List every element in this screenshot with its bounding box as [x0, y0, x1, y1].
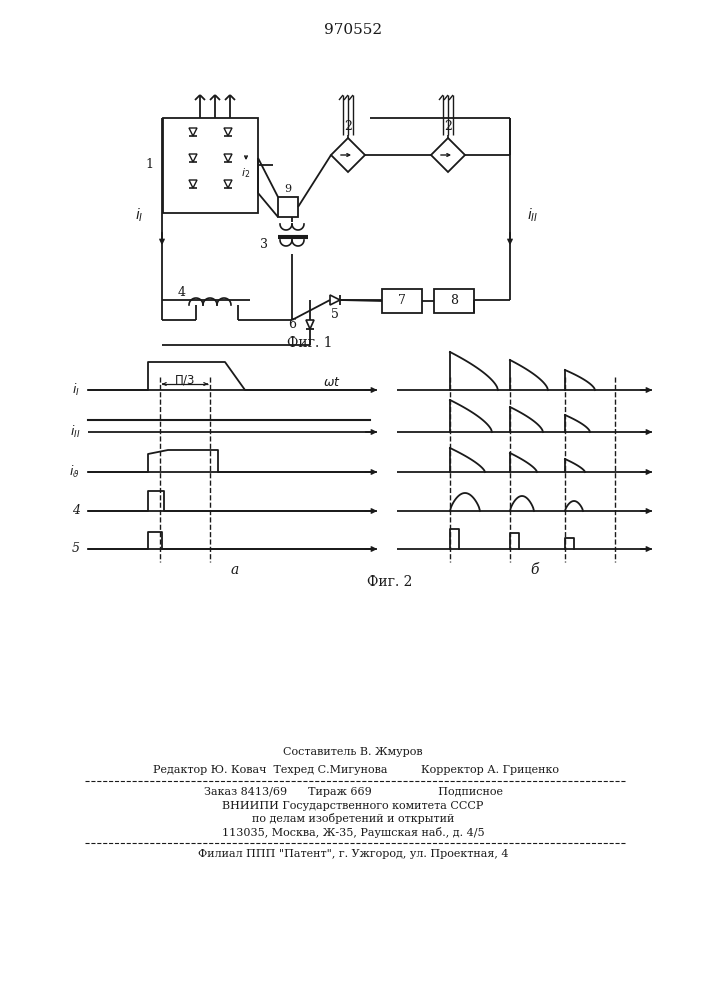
Polygon shape — [224, 128, 232, 136]
Text: б: б — [531, 563, 539, 577]
Text: 4: 4 — [72, 504, 80, 518]
Text: 970552: 970552 — [324, 23, 382, 37]
Text: $i_{II}$: $i_{II}$ — [69, 424, 80, 440]
Text: $\Pi/3$: $\Pi/3$ — [175, 373, 196, 387]
Text: $\omega t$: $\omega t$ — [323, 376, 341, 389]
Text: 9: 9 — [284, 184, 291, 194]
Bar — [382, 289, 422, 313]
Text: $i_{II}$: $i_{II}$ — [527, 206, 538, 224]
Text: 1: 1 — [145, 158, 153, 172]
Text: $i_{\vartheta}$: $i_{\vartheta}$ — [69, 464, 80, 480]
Text: Филиал ППП "Патент", г. Ужгород, ул. Проектная, 4: Филиал ППП "Патент", г. Ужгород, ул. Про… — [198, 849, 508, 859]
Text: 5: 5 — [331, 308, 339, 320]
Text: Заказ 8413/69      Тираж 669                   Подписное: Заказ 8413/69 Тираж 669 Подписное — [204, 787, 503, 797]
Bar — [278, 197, 298, 217]
Text: $i_2$: $i_2$ — [241, 166, 250, 180]
Bar — [434, 289, 474, 313]
Text: Редактор Ю. Ковач  Техред С.Мигунова: Редактор Ю. Ковач Техред С.Мигунова — [153, 765, 387, 775]
Polygon shape — [431, 138, 465, 172]
Text: 3: 3 — [260, 237, 268, 250]
Text: $i_I$: $i_I$ — [72, 382, 80, 398]
Text: Корректор А. Гриценко: Корректор А. Гриценко — [421, 765, 559, 775]
Text: $i_I$: $i_I$ — [134, 206, 143, 224]
Text: 2: 2 — [344, 120, 352, 133]
Text: 8: 8 — [450, 294, 458, 308]
Text: 7: 7 — [398, 294, 406, 308]
Polygon shape — [224, 180, 232, 188]
Text: 4: 4 — [178, 286, 186, 300]
Polygon shape — [306, 320, 314, 329]
Text: a: a — [231, 563, 239, 577]
Text: ВНИИПИ Государственного комитета СССР: ВНИИПИ Государственного комитета СССР — [222, 801, 484, 811]
Polygon shape — [189, 154, 197, 162]
Text: 2: 2 — [444, 120, 452, 133]
Text: 5: 5 — [72, 542, 80, 556]
Polygon shape — [189, 128, 197, 136]
Text: 6: 6 — [288, 318, 296, 332]
Polygon shape — [224, 154, 232, 162]
Text: Фиг. 2: Фиг. 2 — [368, 575, 413, 589]
Text: 113035, Москва, Ж-35, Раушская наб., д. 4/5: 113035, Москва, Ж-35, Раушская наб., д. … — [222, 826, 484, 838]
Polygon shape — [331, 138, 365, 172]
Bar — [163, 118, 258, 213]
Polygon shape — [330, 295, 340, 305]
Text: по делам изобретений и открытий: по делам изобретений и открытий — [252, 814, 454, 824]
Polygon shape — [189, 180, 197, 188]
Text: Составитель В. Жмуров: Составитель В. Жмуров — [284, 747, 423, 757]
Text: Фиг. 1: Фиг. 1 — [287, 336, 333, 350]
